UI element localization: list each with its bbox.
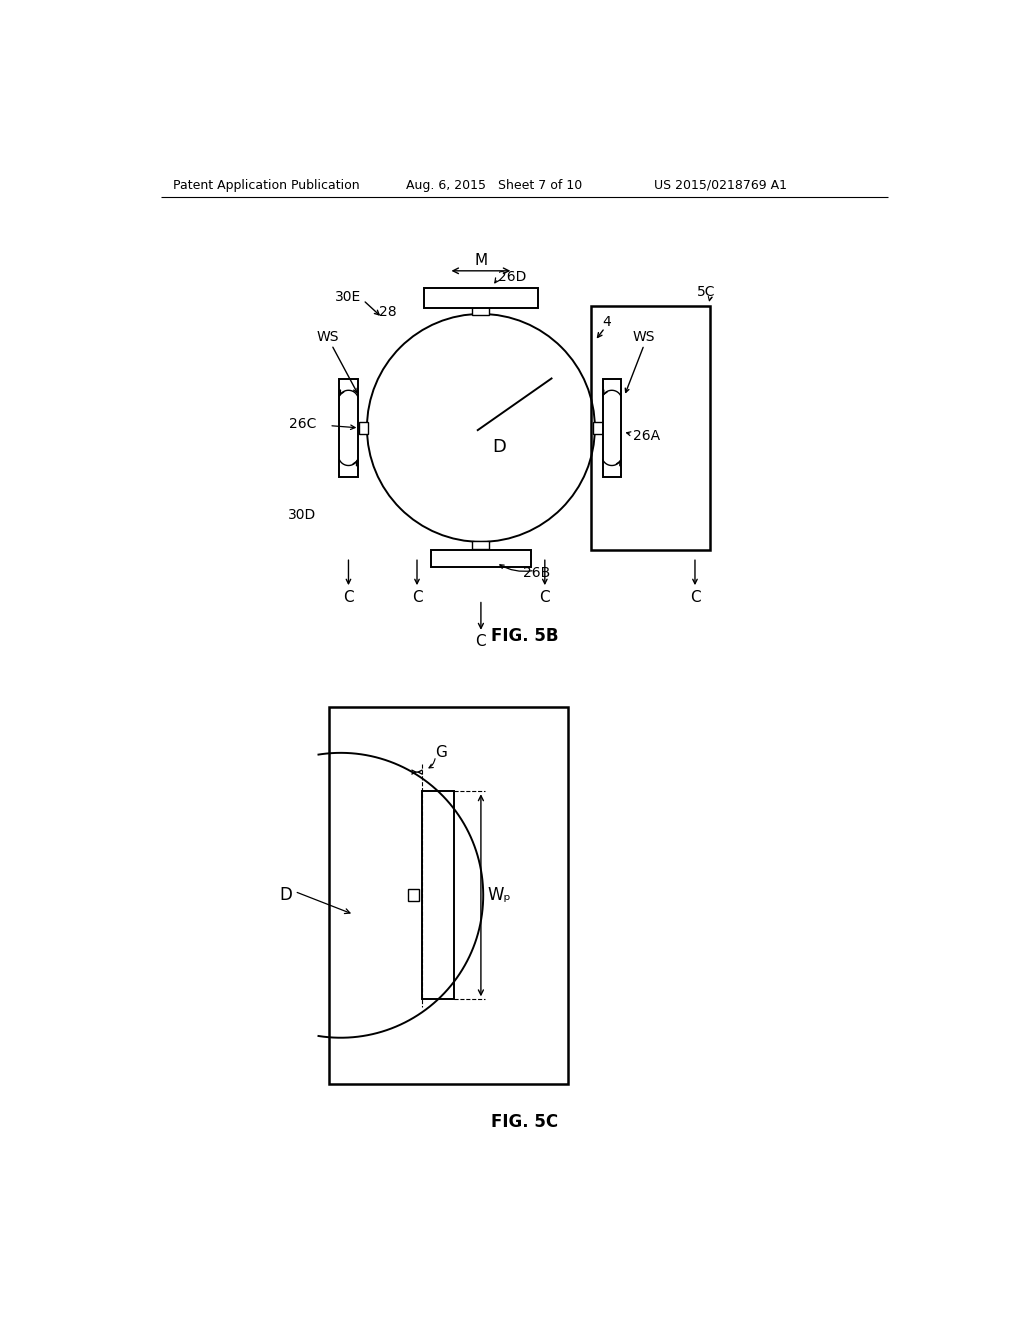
Bar bbox=[431, 549, 531, 566]
Bar bbox=[602, 379, 621, 478]
Text: C: C bbox=[689, 590, 700, 605]
Bar bbox=[422, 792, 454, 999]
Text: WS: WS bbox=[633, 330, 655, 345]
Text: 4: 4 bbox=[602, 314, 611, 329]
Text: 26C: 26C bbox=[289, 417, 316, 432]
Bar bbox=[408, 890, 419, 902]
Text: C: C bbox=[475, 635, 486, 649]
Text: 30E: 30E bbox=[335, 290, 360, 304]
Text: US 2015/0218769 A1: US 2015/0218769 A1 bbox=[654, 178, 787, 191]
Bar bbox=[591, 306, 711, 549]
Text: G: G bbox=[435, 746, 447, 760]
Text: 30D: 30D bbox=[288, 508, 316, 521]
Bar bbox=[339, 379, 357, 478]
Text: D: D bbox=[280, 886, 292, 904]
Bar bbox=[593, 422, 602, 434]
Text: Wₚ: Wₚ bbox=[487, 886, 511, 904]
Bar bbox=[330, 706, 568, 1084]
Text: Patent Application Publication: Patent Application Publication bbox=[173, 178, 359, 191]
Bar bbox=[472, 541, 489, 549]
Text: M: M bbox=[474, 252, 487, 268]
Text: FIG. 5C: FIG. 5C bbox=[492, 1114, 558, 1131]
Text: C: C bbox=[540, 590, 550, 605]
Text: 26B: 26B bbox=[523, 566, 551, 579]
Bar bbox=[359, 422, 369, 434]
Text: D: D bbox=[493, 438, 506, 457]
Text: 28: 28 bbox=[379, 305, 397, 319]
Text: FIG. 5B: FIG. 5B bbox=[492, 627, 558, 644]
Text: 26A: 26A bbox=[633, 429, 659, 442]
Text: 26D: 26D bbox=[498, 271, 526, 284]
Text: C: C bbox=[412, 590, 422, 605]
Text: 5C: 5C bbox=[696, 285, 715, 300]
Bar bbox=[424, 288, 538, 308]
Bar bbox=[472, 308, 489, 314]
Text: C: C bbox=[343, 590, 353, 605]
Text: WS: WS bbox=[316, 330, 339, 345]
Text: Aug. 6, 2015   Sheet 7 of 10: Aug. 6, 2015 Sheet 7 of 10 bbox=[407, 178, 583, 191]
